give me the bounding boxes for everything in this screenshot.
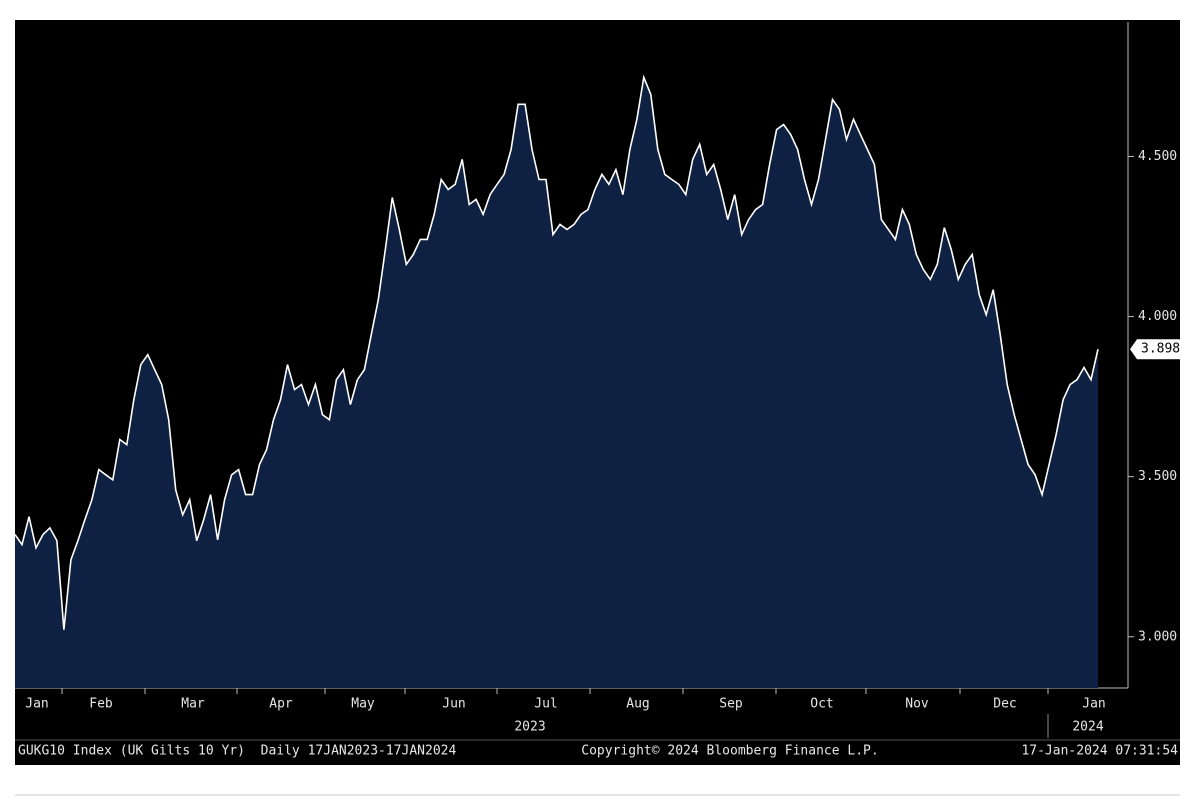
x-tick-label: Jan: [25, 697, 48, 712]
area: [15, 77, 1098, 688]
footer-timestamp: 17-Jan-2024 07:31:54: [1021, 744, 1178, 759]
line: [14, 74, 1099, 630]
y-tick-label: 4.000: [1138, 309, 1177, 324]
x-tick-label: Dec: [993, 697, 1016, 712]
x-tick-label: Nov: [905, 697, 929, 712]
x-tick-label: Feb: [89, 697, 113, 712]
year-label: 2023: [514, 720, 545, 735]
x-tick-label: Jul: [534, 697, 557, 712]
y-tick-label: 4.500: [1138, 149, 1177, 164]
last-value-box: [1130, 339, 1180, 360]
x-tick-label: Sep: [719, 697, 743, 712]
x-tick-label: May: [351, 697, 375, 712]
footer-copyright: Copyright© 2024 Bloomberg Finance L.P.: [581, 744, 878, 759]
x-tick-label: Oct: [810, 697, 833, 712]
year-label: 2024: [1072, 720, 1103, 735]
x-tick-label: Aug: [626, 697, 649, 712]
x-tick-label: Jun: [442, 697, 465, 712]
last-value-label: 3.898: [1141, 342, 1180, 357]
y-tick-label: 3.000: [1138, 629, 1177, 644]
y-tick-label: 3.500: [1138, 469, 1177, 484]
x-tick-label: Jan: [1082, 697, 1105, 712]
footer-ticker: GUKG10 Index (UK Gilts 10 Yr) Daily 17JA…: [18, 744, 456, 759]
x-tick-label: Apr: [269, 697, 293, 712]
x-tick-label: Mar: [181, 697, 205, 712]
